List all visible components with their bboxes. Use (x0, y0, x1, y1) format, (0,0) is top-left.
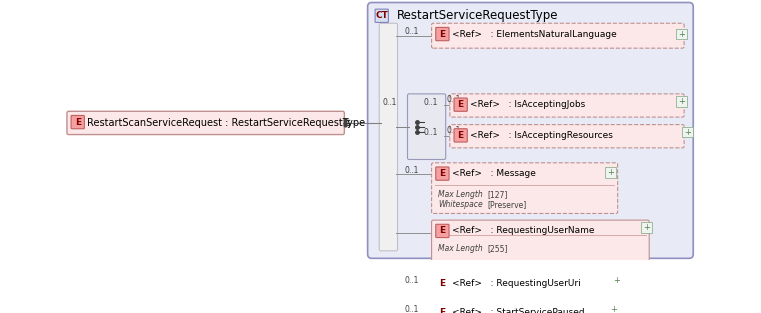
FancyBboxPatch shape (436, 306, 449, 313)
FancyBboxPatch shape (677, 29, 687, 39)
FancyBboxPatch shape (379, 23, 397, 251)
Text: +: + (678, 29, 685, 38)
Text: E: E (75, 118, 81, 126)
Text: +: + (610, 305, 617, 313)
Text: E: E (439, 29, 445, 38)
FancyBboxPatch shape (454, 129, 467, 142)
FancyBboxPatch shape (431, 163, 618, 213)
FancyBboxPatch shape (368, 3, 693, 258)
FancyBboxPatch shape (611, 275, 622, 286)
FancyBboxPatch shape (67, 111, 345, 135)
Text: E: E (439, 279, 445, 288)
Text: 0..1: 0..1 (424, 98, 438, 107)
FancyBboxPatch shape (605, 167, 616, 178)
Text: <Ref>   : RequestingUserUri: <Ref> : RequestingUserUri (451, 279, 581, 288)
Text: [127]: [127] (487, 190, 508, 199)
Text: +: + (613, 276, 620, 285)
FancyBboxPatch shape (407, 94, 446, 160)
Text: Whitespace: Whitespace (438, 200, 483, 209)
FancyBboxPatch shape (436, 224, 449, 238)
FancyBboxPatch shape (450, 125, 684, 148)
Text: <Ref>   : IsAcceptingResources: <Ref> : IsAcceptingResources (470, 131, 613, 140)
FancyBboxPatch shape (454, 98, 467, 111)
Text: E: E (457, 100, 463, 109)
Text: +: + (684, 128, 691, 136)
FancyBboxPatch shape (682, 127, 693, 137)
FancyBboxPatch shape (431, 301, 616, 313)
FancyBboxPatch shape (608, 305, 619, 313)
Text: <Ref>   : ElementsNaturalLanguage: <Ref> : ElementsNaturalLanguage (451, 29, 616, 38)
Text: Max Length: Max Length (438, 190, 483, 199)
Text: <Ref>   : IsAcceptingJobs: <Ref> : IsAcceptingJobs (470, 100, 585, 109)
Text: RestartServiceRequestType: RestartServiceRequestType (396, 9, 559, 22)
FancyBboxPatch shape (71, 115, 84, 129)
Text: 0..1: 0..1 (405, 305, 419, 313)
Text: E: E (457, 131, 463, 140)
Text: +: + (607, 168, 613, 177)
Text: 0..1: 0..1 (447, 126, 461, 135)
Text: +: + (678, 97, 685, 106)
FancyBboxPatch shape (431, 272, 619, 296)
FancyBboxPatch shape (375, 9, 388, 23)
Text: <Ref>   : Message: <Ref> : Message (451, 169, 536, 178)
Text: <Ref>   : RequestingUserName: <Ref> : RequestingUserName (451, 226, 594, 235)
Text: <Ref>   : StartServicePaused: <Ref> : StartServicePaused (451, 308, 584, 313)
Text: E: E (439, 226, 445, 235)
Text: Max Length: Max Length (438, 244, 483, 253)
FancyBboxPatch shape (642, 222, 652, 233)
Text: RestartScanServiceRequest : RestartServiceRequestType: RestartScanServiceRequest : RestartServi… (87, 118, 365, 128)
Text: 0..1: 0..1 (405, 166, 419, 175)
FancyBboxPatch shape (436, 28, 449, 41)
Text: [Preserve]: [Preserve] (487, 200, 527, 209)
Text: 0..1: 0..1 (405, 27, 419, 36)
FancyBboxPatch shape (436, 277, 449, 290)
Text: 0..1: 0..1 (382, 98, 396, 107)
Text: CT: CT (375, 11, 388, 20)
Text: E: E (439, 169, 445, 178)
FancyBboxPatch shape (431, 23, 684, 48)
Text: 0..1: 0..1 (447, 95, 461, 104)
Text: +: + (643, 223, 650, 232)
Text: 0..1: 0..1 (424, 128, 438, 137)
FancyBboxPatch shape (450, 94, 684, 117)
FancyBboxPatch shape (436, 167, 449, 180)
FancyBboxPatch shape (677, 96, 687, 107)
Text: E: E (439, 308, 445, 313)
Text: 0..1: 0..1 (405, 276, 419, 285)
FancyBboxPatch shape (431, 220, 649, 265)
Text: [255]: [255] (487, 244, 508, 253)
